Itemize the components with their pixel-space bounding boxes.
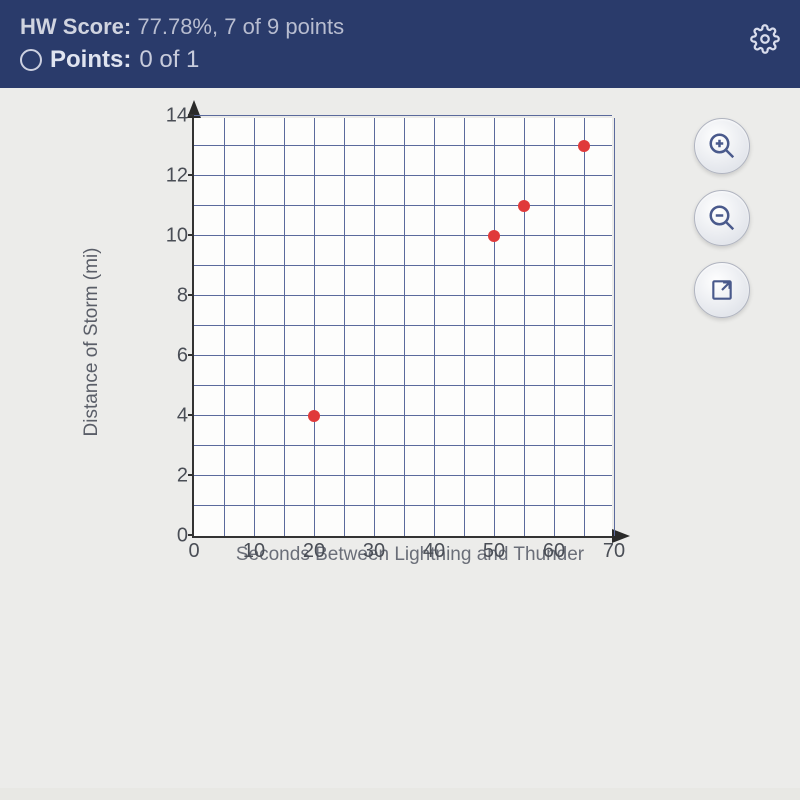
points-value: 0 of 1 [139,46,199,74]
gridline-horizontal [194,355,612,356]
y-tick-label: 6 [177,345,194,368]
points-line: Points: 0 of 1 [20,46,750,74]
x-tick-label: 40 [423,536,445,563]
x-tick-label: 10 [243,536,265,563]
points-label: Points: [50,46,131,74]
hw-score-label: HW Score: [20,14,131,39]
gridline-vertical [494,118,495,536]
y-tick-label: 10 [166,225,194,248]
gridline-vertical [554,118,555,536]
gridline-horizontal [194,475,612,476]
x-tick-label: 50 [483,536,505,563]
gridline-horizontal [194,415,612,416]
plot-area: 01020304050607002468101214 [192,118,612,538]
gridline-horizontal [194,235,612,236]
expand-button[interactable] [694,262,750,318]
gridline-horizontal [194,385,612,386]
gridline-vertical [374,118,375,536]
header-bar: HW Score: 77.78%, 7 of 9 points Points: … [0,0,800,88]
y-tick-mark [188,294,194,296]
gridline-vertical [314,118,315,536]
gridline-horizontal [194,115,612,116]
zoom-in-button[interactable] [694,118,750,174]
gridline-horizontal [194,265,612,266]
x-tick-label: 30 [363,536,385,563]
header-text: HW Score: 77.78%, 7 of 9 points Points: … [20,14,750,74]
gridline-vertical [404,118,405,536]
y-tick-label: 12 [166,165,194,188]
y-tick-label: 8 [177,285,194,308]
y-tick-mark [188,234,194,236]
hw-score-value: 77.78%, 7 of 9 points [137,14,344,39]
points-status-icon [20,49,42,71]
gridline-horizontal [194,145,612,146]
gridline-vertical [434,118,435,536]
scatter-chart: Distance of Storm (mi) 01020304050607002… [140,118,640,566]
y-tick-mark [188,534,194,536]
zoom-in-icon [707,131,737,161]
y-tick-mark [188,114,194,116]
y-tick-label: 4 [177,405,194,428]
gridline-vertical [584,118,585,536]
y-tick-label: 0 [177,525,194,548]
gridline-vertical [284,118,285,536]
gridline-horizontal [194,445,612,446]
x-tick-label: 70 [603,536,625,563]
data-point [518,200,530,212]
gridline-vertical [524,118,525,536]
data-point [488,230,500,242]
gridline-horizontal [194,175,612,176]
gridline-vertical [614,118,615,536]
data-point [578,140,590,152]
y-tick-mark [188,414,194,416]
y-axis-label: Distance of Storm (mi) [81,248,103,437]
y-tick-mark [188,174,194,176]
gridline-vertical [344,118,345,536]
content-area: Distance of Storm (mi) 01020304050607002… [0,88,800,788]
gridline-vertical [254,118,255,536]
gear-icon [750,24,780,54]
gridline-vertical [224,118,225,536]
hw-score-line: HW Score: 77.78%, 7 of 9 points [20,14,750,40]
zoom-out-button[interactable] [694,190,750,246]
x-tick-label: 20 [303,536,325,563]
gridline-horizontal [194,325,612,326]
gridline-horizontal [194,505,612,506]
gridline-horizontal [194,295,612,296]
chart-controls [694,118,750,318]
y-tick-mark [188,354,194,356]
expand-icon [709,277,735,303]
settings-button[interactable] [750,24,780,59]
x-tick-label: 60 [543,536,565,563]
gridline-horizontal [194,205,612,206]
y-tick-label: 2 [177,465,194,488]
gridline-vertical [464,118,465,536]
y-tick-label: 14 [166,105,194,128]
zoom-out-icon [707,203,737,233]
y-tick-mark [188,474,194,476]
data-point [308,410,320,422]
